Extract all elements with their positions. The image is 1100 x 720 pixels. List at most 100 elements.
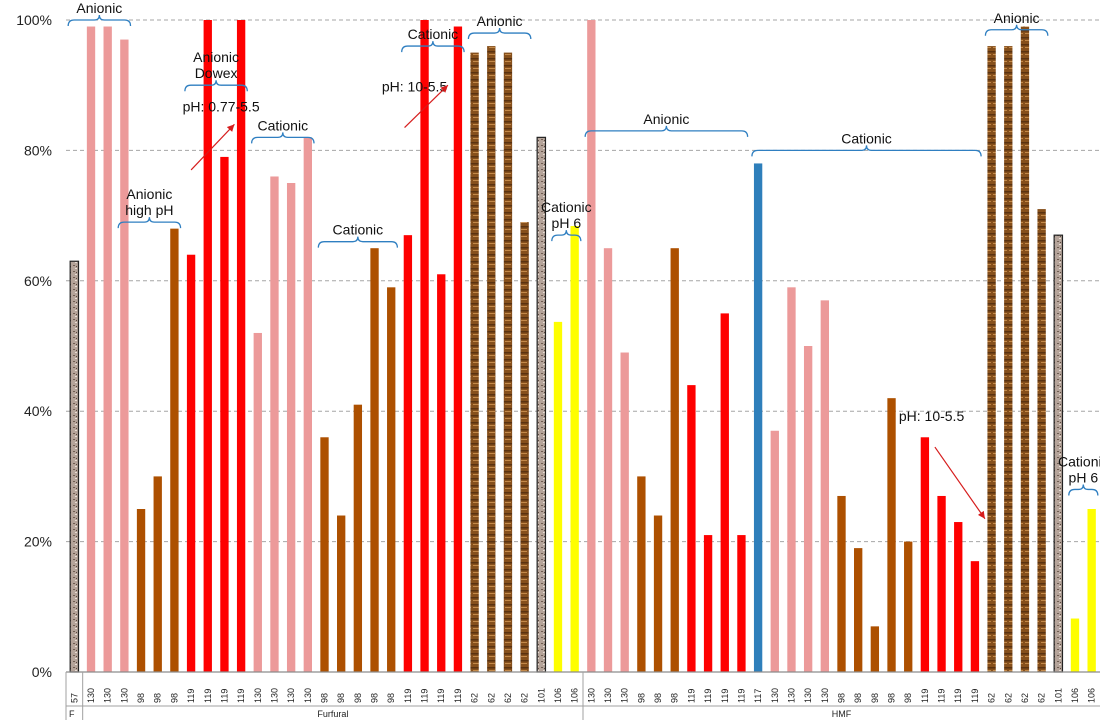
annotation-brace [584, 125, 749, 137]
bar [904, 541, 913, 672]
x-tick-label: 106 [570, 688, 580, 703]
x-tick-label: 130 [103, 688, 113, 703]
annotation-label: Anionic [994, 10, 1040, 26]
bar [703, 535, 713, 672]
y-axis-tick-labels: 0% 20% 40% 60% 80% 100% [16, 12, 52, 680]
annotation-label: Anionic [477, 13, 523, 29]
bar [587, 20, 596, 672]
x-tick-label: 98 [636, 693, 646, 703]
bar [420, 20, 429, 672]
x-tick-label: 119 [736, 689, 746, 703]
x-tick-label: 119 [436, 689, 446, 703]
bar [136, 509, 146, 672]
x-tick-label: 119 [420, 689, 430, 703]
bar [653, 515, 663, 672]
x-tick-label: 98 [386, 693, 396, 703]
annotation-label: pH: 10-5.5 [382, 79, 448, 95]
annotation-brace [67, 14, 132, 27]
annotation-brace [551, 230, 582, 242]
x-tick-label: 98 [136, 693, 146, 703]
annotation-label: pH: 10-5.5 [899, 408, 965, 424]
bar [970, 561, 980, 672]
annotation-label: pH 6 [1069, 469, 1099, 485]
x-tick-label: 119 [937, 689, 947, 703]
bar [103, 26, 112, 672]
bar [603, 248, 613, 672]
annotation-label: Anionic [643, 111, 689, 127]
bar [503, 52, 513, 673]
annotation-label: Anionic [76, 0, 122, 16]
x-tick-label: 62 [1020, 693, 1030, 703]
bar [820, 300, 829, 672]
x-axis [65, 671, 1100, 720]
x-tick-label: 98 [853, 693, 863, 703]
annotation-label: Cationic [1058, 453, 1100, 469]
x-tick-label: 98 [887, 693, 897, 703]
x-tick-label: 130 [253, 688, 263, 703]
annotation-label: Cationic [333, 222, 384, 238]
bar [470, 52, 479, 673]
bar [1037, 209, 1046, 672]
x-tick-label: 98 [670, 693, 680, 703]
x-tick-label: 119 [453, 689, 463, 703]
bar [803, 346, 813, 672]
x-tick-label: 57 [69, 693, 79, 703]
bar [286, 183, 296, 672]
annotation-brace [184, 80, 248, 92]
x-tick-label: 119 [970, 689, 980, 703]
annotation-label: pH 6 [552, 215, 582, 231]
bar [186, 254, 196, 672]
x-tick-label: 62 [1037, 693, 1047, 703]
bar [303, 137, 312, 673]
x-tick-label: 119 [203, 689, 213, 703]
x-tick-label: 130 [286, 688, 296, 703]
bar [753, 163, 763, 672]
bar [170, 228, 179, 672]
annotation-label: Anionic [126, 186, 172, 202]
x-tick-label: 119 [403, 689, 413, 703]
bar [437, 274, 446, 672]
bar [453, 26, 463, 672]
x-axis-tick-labels: 57 130 130 130 98 98 98 119 119 119 119 130 130 130 13… [69, 688, 1096, 703]
x-tick-label: 98 [370, 693, 380, 703]
annotation-brace [401, 41, 465, 53]
x-tick-label: 119 [920, 689, 930, 703]
x-axis-group-labels: F Furfural HMF [69, 709, 852, 719]
x-tick-label: 130 [303, 688, 313, 703]
x-tick-label: 62 [520, 693, 530, 703]
x-tick-label: 62 [470, 693, 480, 703]
x-group-label: Furfural [317, 709, 348, 719]
x-tick-label: 98 [153, 693, 163, 703]
bar [370, 248, 379, 672]
bar [1004, 46, 1013, 672]
annotation-brace [1068, 484, 1099, 496]
annotation-brace [117, 217, 182, 229]
bar [854, 548, 863, 672]
x-tick-label: 98 [169, 693, 179, 703]
x-tick-label: 62 [1003, 693, 1013, 703]
annotation-brace [317, 236, 399, 248]
annotation-brace [984, 24, 1049, 36]
x-tick-label: 98 [353, 693, 363, 703]
x-tick-label: 98 [903, 693, 913, 703]
y-tick-label: 20% [24, 534, 52, 550]
bar [403, 235, 413, 672]
x-tick-label: 130 [803, 688, 813, 703]
x-tick-label: 106 [1087, 688, 1097, 703]
x-tick-label: 62 [486, 693, 496, 703]
bar [270, 176, 279, 673]
bar [337, 515, 346, 672]
x-tick-label: 130 [119, 688, 129, 703]
x-tick-label: 130 [786, 688, 796, 703]
x-tick-label: 119 [186, 689, 196, 703]
annotation-arrow [934, 446, 986, 520]
bar [770, 430, 779, 672]
bar [120, 39, 129, 673]
bar [487, 46, 496, 672]
y-tick-label: 80% [24, 142, 52, 158]
x-tick-label: 101 [536, 688, 546, 703]
bar [787, 287, 796, 672]
x-tick-label: 119 [953, 689, 963, 703]
bar [920, 437, 930, 672]
bar [670, 248, 679, 672]
